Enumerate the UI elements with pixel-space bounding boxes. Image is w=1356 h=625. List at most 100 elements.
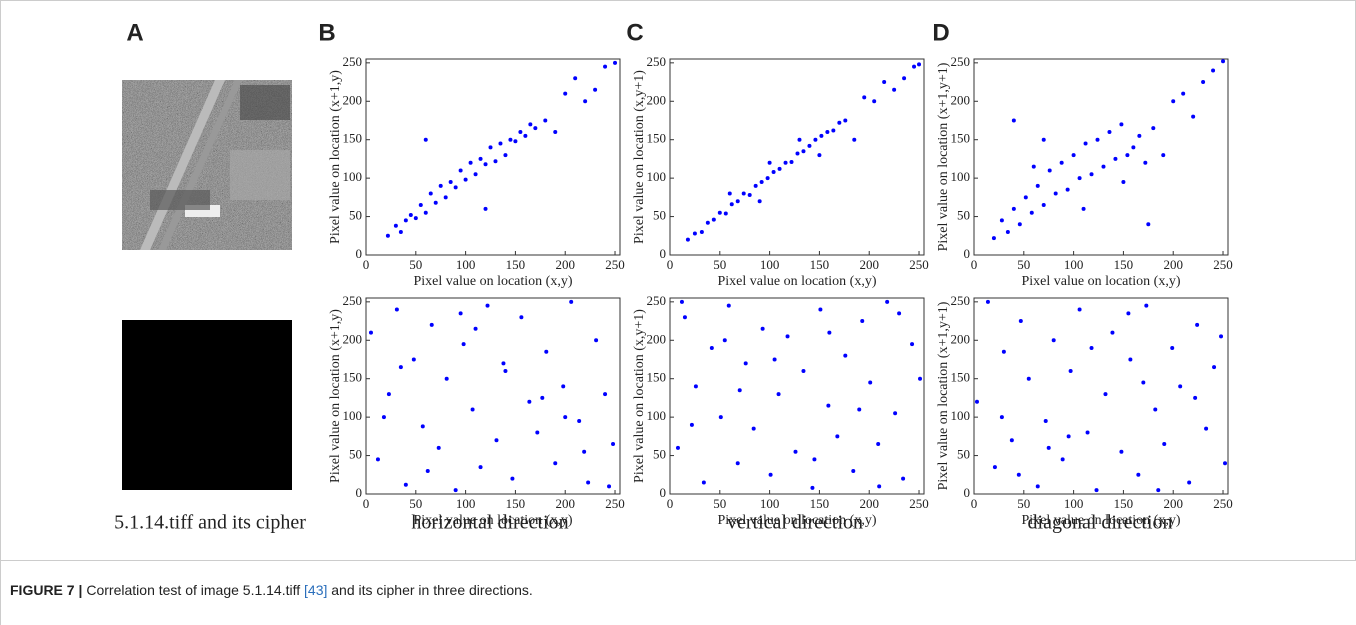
point bbox=[999, 218, 1004, 223]
point bbox=[819, 133, 824, 138]
point bbox=[528, 122, 533, 127]
point bbox=[418, 203, 423, 208]
point bbox=[876, 442, 881, 447]
point bbox=[902, 76, 907, 81]
point bbox=[860, 319, 865, 324]
y-tick-label: 150 bbox=[343, 131, 363, 146]
point bbox=[1178, 384, 1183, 389]
point bbox=[1035, 183, 1040, 188]
point bbox=[582, 449, 587, 454]
point bbox=[760, 326, 765, 331]
plot-area bbox=[669, 297, 925, 495]
point bbox=[675, 445, 680, 450]
point bbox=[1107, 130, 1112, 135]
point bbox=[711, 217, 716, 222]
x-tick-label: 50 bbox=[1017, 257, 1030, 272]
point bbox=[768, 472, 773, 477]
point bbox=[801, 369, 806, 374]
point bbox=[1046, 445, 1051, 450]
point bbox=[1023, 195, 1028, 200]
y-axis-label: Pixel value on location (x+1,y) bbox=[328, 309, 343, 483]
point bbox=[801, 149, 806, 154]
point bbox=[885, 299, 890, 304]
point bbox=[493, 159, 498, 164]
point bbox=[729, 202, 734, 207]
point bbox=[523, 133, 528, 138]
point bbox=[693, 384, 698, 389]
x-tick-label: 50 bbox=[713, 257, 726, 272]
y-tick-label: 100 bbox=[647, 169, 667, 184]
point bbox=[1101, 164, 1106, 169]
y-tick-label: 150 bbox=[343, 370, 363, 385]
panel-label: C bbox=[626, 19, 643, 46]
plain-image bbox=[122, 80, 292, 250]
point bbox=[611, 442, 616, 447]
x-axis-label: Pixel value on location (x,y) bbox=[717, 513, 876, 528]
point bbox=[569, 299, 574, 304]
point bbox=[1113, 156, 1118, 161]
point bbox=[777, 166, 782, 171]
point bbox=[473, 172, 478, 177]
x-tick-label: 0 bbox=[667, 496, 674, 511]
point bbox=[785, 334, 790, 339]
point bbox=[835, 434, 840, 439]
point bbox=[1119, 449, 1124, 454]
x-tick-label: 200 bbox=[555, 496, 575, 511]
x-tick-label: 150 bbox=[1114, 496, 1134, 511]
x-axis-label: Pixel value on location (x,y) bbox=[413, 513, 572, 528]
point bbox=[483, 206, 488, 211]
point bbox=[1187, 480, 1192, 485]
y-tick-label: 200 bbox=[647, 331, 667, 346]
y-tick-label: 50 bbox=[957, 447, 970, 462]
point bbox=[613, 60, 618, 65]
x-tick-label: 0 bbox=[363, 496, 370, 511]
point bbox=[1223, 461, 1228, 466]
point bbox=[444, 376, 449, 381]
point bbox=[1017, 222, 1022, 227]
point bbox=[1009, 438, 1014, 443]
point bbox=[699, 229, 704, 234]
x-tick-label: 200 bbox=[859, 496, 879, 511]
point bbox=[771, 169, 776, 174]
x-tick-label: 150 bbox=[1114, 257, 1134, 272]
point bbox=[1144, 303, 1149, 308]
y-tick-label: 0 bbox=[356, 246, 363, 261]
x-tick-label: 150 bbox=[810, 257, 830, 272]
point bbox=[501, 361, 506, 366]
point bbox=[1026, 376, 1031, 381]
point bbox=[705, 220, 710, 225]
x-tick-label: 100 bbox=[456, 257, 476, 272]
point bbox=[443, 195, 448, 200]
x-tick-label: 150 bbox=[810, 496, 830, 511]
point bbox=[423, 210, 428, 215]
point bbox=[544, 349, 549, 354]
point bbox=[837, 120, 842, 125]
point bbox=[1136, 472, 1141, 477]
x-tick-label: 250 bbox=[1213, 257, 1233, 272]
x-tick-label: 0 bbox=[971, 496, 978, 511]
point bbox=[1001, 349, 1006, 354]
point bbox=[381, 415, 386, 420]
point bbox=[420, 424, 425, 429]
plot-area bbox=[973, 297, 1229, 495]
point bbox=[831, 128, 836, 133]
point bbox=[985, 299, 990, 304]
point bbox=[1137, 133, 1142, 138]
point bbox=[1089, 172, 1094, 177]
x-tick-label: 50 bbox=[713, 496, 726, 511]
point bbox=[974, 399, 979, 404]
point bbox=[1121, 179, 1126, 184]
point bbox=[1161, 153, 1166, 158]
point bbox=[1016, 472, 1021, 477]
point bbox=[685, 237, 690, 242]
x-tick-label: 100 bbox=[1064, 496, 1084, 511]
x-tick-label: 50 bbox=[409, 496, 422, 511]
reference[interactable]: [43] bbox=[304, 582, 327, 598]
point bbox=[892, 87, 897, 92]
x-tick-label: 0 bbox=[363, 257, 370, 272]
point bbox=[1029, 210, 1034, 215]
point bbox=[1068, 369, 1073, 374]
x-tick-label: 250 bbox=[605, 496, 625, 511]
x-tick-label: 150 bbox=[506, 496, 526, 511]
